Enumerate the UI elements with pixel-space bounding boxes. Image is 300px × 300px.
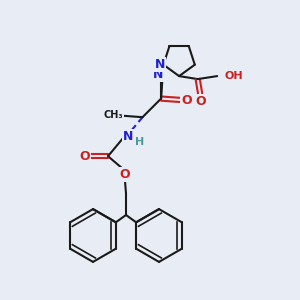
Text: OH: OH: [225, 71, 243, 81]
Text: CH₃: CH₃: [104, 110, 124, 120]
Text: N: N: [154, 58, 165, 71]
Text: H: H: [135, 137, 144, 147]
Text: O: O: [119, 168, 130, 181]
Text: N: N: [153, 68, 163, 81]
Text: N: N: [123, 130, 134, 143]
Text: O: O: [181, 94, 192, 106]
Text: O: O: [195, 95, 206, 108]
Text: O: O: [80, 150, 90, 163]
